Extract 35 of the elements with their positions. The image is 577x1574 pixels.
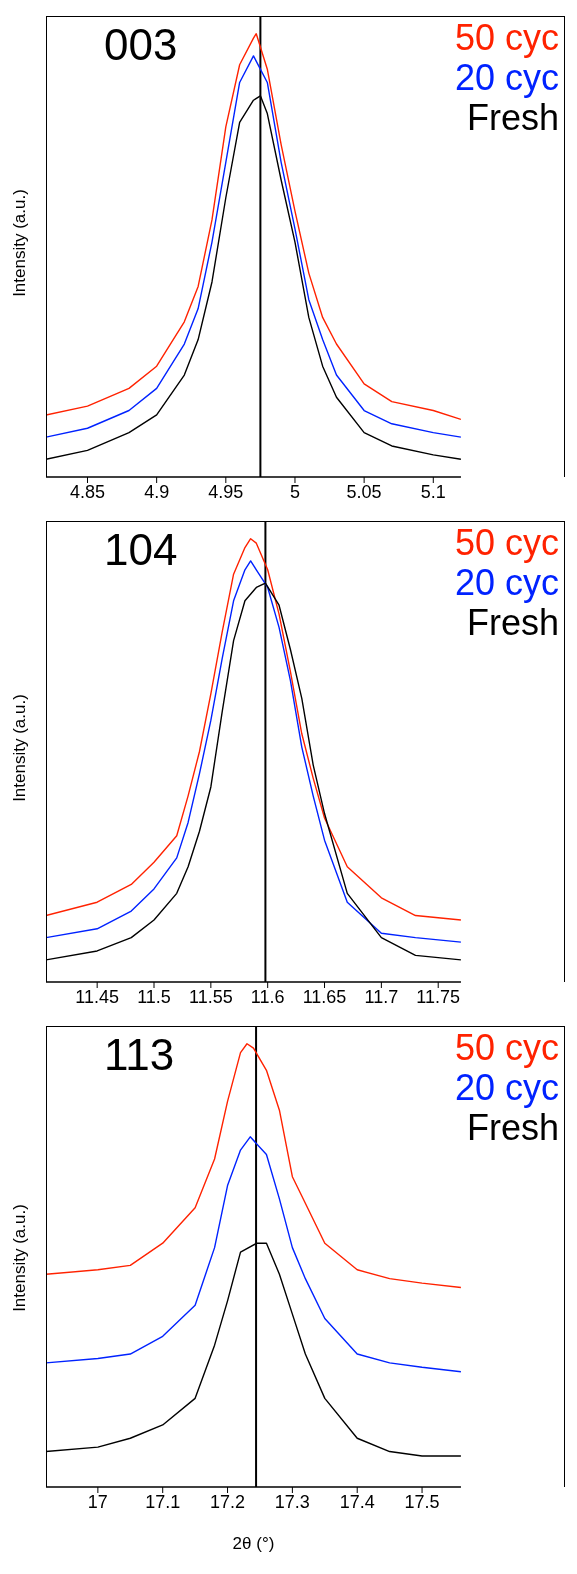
x-axis-title: 2θ (°) [232,1534,275,1553]
x-tick-label: 5.1 [420,481,446,502]
x-tick-label: 4.85 [69,481,106,502]
x-tick-label: 4.9 [144,481,170,502]
x-tick-label: 5.05 [346,481,382,502]
text: 20 cyc [454,562,559,603]
x-tick-label: 11.65 [302,986,347,1007]
y-axis-title: Intensity (a.u.) [10,188,30,297]
annotation: 003 [104,20,178,70]
x-tick-label: 17.3 [274,1491,310,1512]
x-tick-label: 17 [87,1491,108,1512]
x-tick-label: 11.45 [75,986,120,1007]
text: 20 cyc [454,1067,559,1108]
annotation: 113 [104,1030,175,1080]
annotation: 104 [104,525,178,575]
y-axis-title: Intensity (a.u.) [10,1203,30,1312]
text: 50 cyc [454,1027,559,1068]
text: 50 cyc [454,522,559,563]
x-tick-label: 4.95 [208,481,244,502]
text: 50 cyc [454,17,559,58]
x-tick-label: 17.1 [145,1491,181,1512]
x-tick-label: 17.4 [339,1491,375,1512]
y-axis-title: Intensity (a.u.) [10,693,30,802]
x-tick-label: 5 [289,481,300,502]
x-tick-label: 11.5 [137,986,171,1007]
x-tick-label: 11.7 [364,986,399,1007]
x-tick-label: 11.6 [250,986,285,1007]
text: Fresh [465,97,559,138]
text: Fresh [465,602,559,643]
x-tick-label: 11.55 [188,986,233,1007]
x-tick-label: 11.75 [416,986,461,1007]
x-tick-label: 17.2 [210,1491,246,1512]
text: 20 cyc [454,57,559,98]
text: Fresh [465,1107,559,1148]
x-tick-label: 17.5 [404,1491,440,1512]
